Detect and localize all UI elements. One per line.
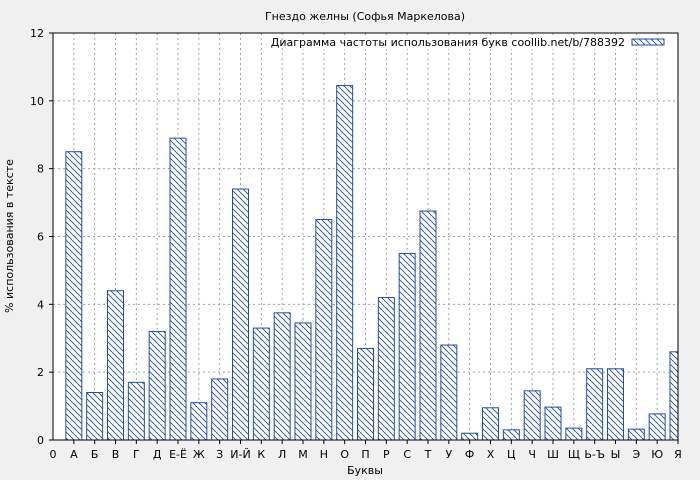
x-tick-label: Б bbox=[91, 448, 99, 461]
x-tick-label: Ш bbox=[547, 448, 559, 461]
legend-label: Диаграмма частоты использования букв coo… bbox=[271, 36, 625, 49]
bar bbox=[148, 330, 166, 441]
x-tick-label: П bbox=[361, 448, 369, 461]
x-tick-label: Ю bbox=[651, 448, 663, 461]
bar bbox=[336, 85, 354, 441]
x-tick-label: Х bbox=[487, 448, 495, 461]
x-tick-label: Н bbox=[320, 448, 328, 461]
x-tick-label: Л bbox=[278, 448, 286, 461]
bar bbox=[190, 402, 208, 441]
bar bbox=[523, 390, 541, 441]
bar bbox=[127, 381, 145, 441]
bar bbox=[315, 219, 333, 441]
y-tick-label: 10 bbox=[30, 95, 44, 108]
chart-title: Гнездо желны (Софья Маркелова) bbox=[265, 10, 465, 23]
bar bbox=[648, 413, 666, 441]
bar bbox=[294, 322, 312, 441]
y-tick-label: 4 bbox=[37, 298, 44, 311]
bar bbox=[357, 347, 374, 441]
x-tick-label: З bbox=[216, 448, 223, 461]
x-tick-label: Г bbox=[133, 448, 140, 461]
bar bbox=[502, 429, 520, 441]
x-axis-label: Буквы bbox=[347, 464, 383, 477]
bar bbox=[586, 368, 604, 441]
x-tick-label: Ц bbox=[507, 448, 516, 461]
x-tick-label: Щ bbox=[568, 448, 580, 461]
x-tick-label: А bbox=[70, 448, 78, 461]
x-tick-label: Э bbox=[632, 448, 640, 461]
x-tick-label-origin: 0 bbox=[50, 448, 57, 461]
legend-swatch bbox=[631, 38, 665, 46]
bar bbox=[398, 252, 416, 441]
x-tick-label: Я bbox=[674, 448, 682, 461]
y-tick-label: 12 bbox=[30, 27, 44, 40]
x-tick-label: С bbox=[403, 448, 411, 461]
bar bbox=[377, 297, 395, 441]
x-tick-label: Т bbox=[424, 448, 432, 461]
x-tick-label: В bbox=[112, 448, 120, 461]
bar bbox=[273, 312, 291, 441]
bar bbox=[107, 290, 124, 441]
y-tick-label: 0 bbox=[37, 434, 44, 447]
legend-background bbox=[283, 35, 677, 49]
bar bbox=[86, 392, 104, 441]
x-tick-label: Ь-Ъ bbox=[584, 448, 605, 461]
x-tick-label: У bbox=[445, 448, 452, 461]
bars bbox=[65, 85, 679, 441]
bar bbox=[482, 407, 499, 441]
x-tick-label: Ж bbox=[193, 448, 205, 461]
y-tick-label: 8 bbox=[37, 163, 44, 176]
legend: Диаграмма частоты использования букв coo… bbox=[271, 35, 677, 49]
bar bbox=[544, 406, 562, 441]
x-tick-label: И-Й bbox=[230, 448, 250, 461]
y-tick-label: 2 bbox=[37, 366, 44, 379]
bar bbox=[440, 344, 458, 441]
x-tick-label: Д bbox=[153, 448, 162, 461]
x-tick-label: Ф bbox=[465, 448, 474, 461]
bar bbox=[419, 210, 437, 441]
bar bbox=[461, 432, 479, 441]
bar bbox=[252, 327, 270, 441]
grid bbox=[53, 33, 678, 440]
x-tick-label: М bbox=[298, 448, 308, 461]
x-tick-label: Ч bbox=[528, 448, 536, 461]
x-tick-label: Е-Ё bbox=[169, 448, 187, 461]
x-tick-label: Ы bbox=[611, 448, 621, 461]
x-tick-label: К bbox=[257, 448, 265, 461]
bar bbox=[65, 151, 83, 441]
y-axis-label: % использования в тексте bbox=[3, 159, 16, 313]
x-tick-label: О bbox=[340, 448, 349, 461]
y-tick-label: 6 bbox=[37, 231, 44, 244]
x-tick-label: Р bbox=[383, 448, 390, 461]
bar bbox=[627, 428, 645, 441]
bar bbox=[565, 427, 583, 441]
bar bbox=[669, 351, 679, 441]
bar bbox=[607, 368, 624, 441]
bar bbox=[232, 188, 249, 441]
bar bbox=[211, 378, 229, 441]
bar bbox=[169, 137, 187, 441]
